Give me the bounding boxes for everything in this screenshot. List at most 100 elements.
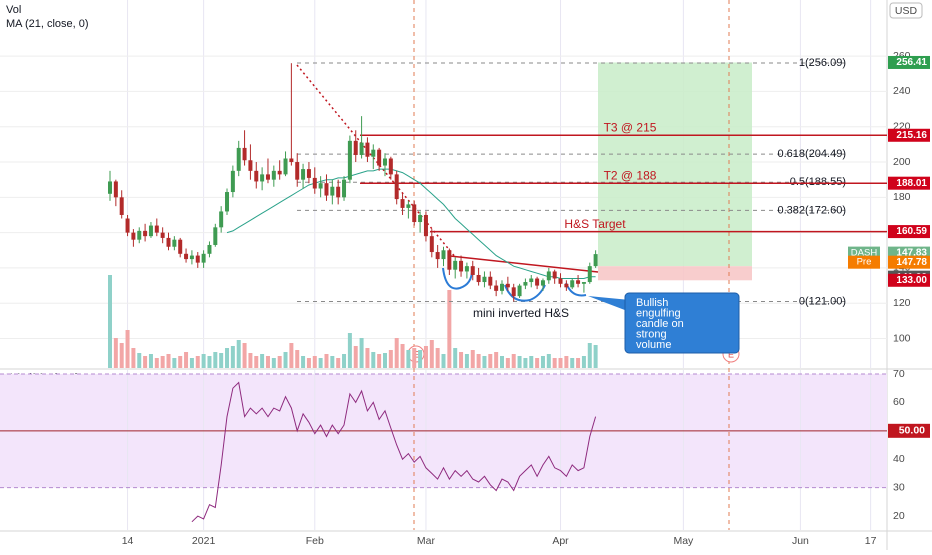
- candle-body: [330, 186, 335, 196]
- y-tick-label: 120: [893, 297, 911, 309]
- volume-bar: [552, 358, 557, 368]
- candle-body: [552, 271, 557, 279]
- candle-body: [230, 170, 235, 193]
- volume-bar: [248, 353, 253, 368]
- candle-body: [453, 260, 458, 270]
- candle-body: [418, 214, 423, 223]
- volume-bar: [131, 348, 136, 368]
- volume-bar: [371, 352, 376, 368]
- volume-bar: [470, 350, 475, 368]
- candle-body: [529, 278, 534, 283]
- x-tick-label: May: [673, 535, 694, 547]
- candle-body: [295, 162, 300, 180]
- x-tick-label: 2021: [192, 535, 216, 547]
- volume-bar: [143, 356, 148, 368]
- volume-bar: [418, 350, 423, 368]
- fib-label: 0.5(188.55): [790, 176, 846, 188]
- rsi-line: [191, 381, 597, 523]
- candle-body: [277, 170, 282, 175]
- candle-body: [318, 183, 323, 189]
- candle-body: [265, 174, 270, 180]
- volume-bar: [593, 345, 598, 368]
- candle-body: [324, 183, 329, 196]
- callout-text: strong: [636, 328, 667, 340]
- candle-body: [382, 158, 387, 166]
- callout-text: volume: [636, 339, 671, 351]
- volume-bar: [400, 344, 405, 368]
- candle-body: [154, 225, 159, 233]
- callout-text: engulfing: [636, 307, 681, 319]
- candle-body: [570, 280, 575, 288]
- candle-body: [365, 142, 370, 157]
- volume-bar: [283, 352, 288, 368]
- x-tick-label: 17: [865, 535, 877, 547]
- candle-body: [535, 278, 540, 286]
- candle-body: [125, 218, 130, 233]
- neckline: [449, 255, 599, 273]
- volume-bar: [260, 354, 265, 368]
- volume-bar: [500, 356, 505, 368]
- candle-body: [119, 197, 124, 215]
- candle-body: [271, 170, 276, 180]
- volume-bar: [359, 338, 364, 368]
- volume-bar: [230, 346, 235, 368]
- volume-bar: [265, 356, 270, 368]
- candle-body: [347, 140, 352, 180]
- volume-bar: [195, 356, 200, 368]
- callout-text: Bullish: [636, 297, 668, 309]
- volume-bar: [429, 340, 434, 368]
- price-badge-label: 160.59: [896, 226, 927, 237]
- candle-body: [581, 282, 586, 284]
- volume-bar: [172, 358, 177, 368]
- candle-body: [371, 149, 376, 157]
- candle-body: [441, 250, 446, 260]
- candle-body: [505, 283, 510, 288]
- x-tick-label: 14: [122, 535, 134, 547]
- volume-bar: [107, 275, 112, 368]
- candle-body: [494, 285, 499, 291]
- volume-bar: [137, 353, 142, 368]
- volume-bar: [464, 354, 469, 368]
- position-loss: [598, 266, 752, 281]
- candle-body: [546, 271, 551, 281]
- earnings-label: E: [728, 349, 734, 359]
- candle-body: [388, 158, 393, 175]
- volume-bar: [459, 352, 464, 368]
- candle-body: [137, 230, 142, 240]
- candle-body: [564, 283, 569, 288]
- candle-body: [406, 204, 411, 208]
- volume-bar: [330, 356, 335, 368]
- trendline: [296, 64, 457, 259]
- candle-body: [184, 253, 189, 260]
- candle-body: [523, 282, 528, 286]
- callout-pointer: [588, 296, 630, 312]
- candle-body: [488, 276, 493, 286]
- x-tick-label: Feb: [306, 535, 324, 547]
- candle-body: [464, 266, 469, 272]
- volume-title: Vol: [6, 4, 21, 16]
- candle-body: [301, 169, 306, 180]
- pattern-annotation: mini inverted H&S: [473, 306, 569, 320]
- rsi-tick-label: 70: [893, 368, 905, 380]
- candle-body: [353, 140, 358, 155]
- volume-bar: [447, 290, 452, 368]
- candle-body: [482, 276, 487, 283]
- rsi-level-label: 50.00: [899, 425, 925, 437]
- candle-body: [476, 274, 481, 283]
- x-tick-label: Jun: [792, 535, 809, 547]
- rsi-level-badge: [888, 423, 930, 438]
- x-tick-label: Apr: [552, 535, 569, 547]
- pattern-arc: [504, 284, 546, 302]
- volume-bar: [318, 358, 323, 368]
- volume-bar: [119, 343, 124, 368]
- volume-bar: [242, 343, 247, 368]
- volume-bar: [201, 354, 206, 368]
- price-tag: [848, 255, 880, 269]
- volume-bar: [277, 356, 282, 368]
- price-badge: [888, 225, 930, 239]
- candle-body: [143, 230, 148, 237]
- volume-bar: [184, 352, 189, 368]
- price-badge-label: 256.41: [896, 57, 927, 68]
- callout-text: candle on: [636, 318, 684, 330]
- price-badge: [888, 255, 930, 269]
